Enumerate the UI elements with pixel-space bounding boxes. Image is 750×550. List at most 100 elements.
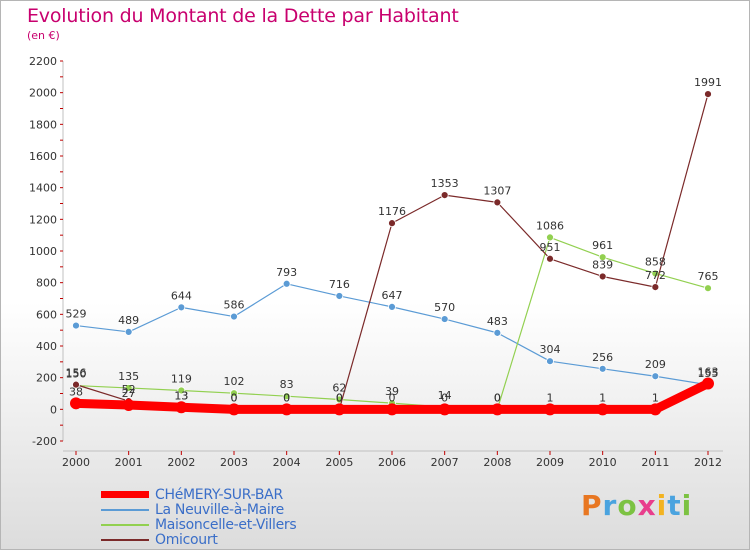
data-label: 62 (332, 382, 346, 395)
data-label: 483 (487, 315, 508, 328)
y-tick-label: 600 (36, 308, 57, 321)
data-label: 0 (231, 391, 238, 404)
data-label: 1991 (694, 76, 722, 89)
legend-label: Omicourt (155, 531, 218, 548)
data-point (282, 392, 291, 401)
data-point (598, 364, 607, 373)
logo-letter: x (637, 489, 657, 522)
data-label: 765 (698, 270, 719, 283)
x-tick-label: 2011 (641, 456, 669, 469)
x-tick-label: 2002 (167, 456, 195, 469)
x-tick-label: 2000 (62, 456, 90, 469)
data-point (388, 219, 396, 228)
data-label: 163 (698, 366, 719, 379)
x-tick-label: 2006 (378, 456, 406, 469)
chart-legend: CHéMERY-SUR-BAR La Neuville-à-Maire Maison… (101, 486, 297, 548)
series-line (75, 93, 709, 410)
data-point (704, 284, 712, 293)
data-point (598, 253, 607, 262)
data-label: 155 (698, 367, 719, 380)
y-tick-label: 400 (36, 340, 57, 353)
data-label: 0 (231, 391, 238, 404)
x-tick-label: 2010 (589, 456, 617, 469)
x-tick-label: 2005 (325, 456, 353, 469)
data-label: 858 (645, 255, 666, 268)
data-point (386, 403, 398, 416)
data-point (282, 279, 291, 288)
x-tick-label: 2008 (483, 456, 511, 469)
data-point (230, 389, 238, 398)
data-label: 570 (434, 301, 455, 314)
y-tick-label: 2000 (29, 87, 57, 100)
data-point (333, 403, 346, 416)
data-label: 0 (283, 391, 290, 404)
data-label: 256 (592, 351, 613, 364)
data-point (598, 272, 607, 281)
legend-label: Maisoncelle-et-Villers (155, 516, 297, 533)
logo-letter: i (681, 489, 693, 522)
data-point (493, 198, 502, 207)
data-point (388, 302, 396, 311)
x-tick-label: 2003 (220, 456, 248, 469)
data-label: 0 (389, 391, 396, 404)
logo-letter: r (602, 489, 618, 522)
data-label: 644 (171, 289, 192, 302)
data-label: 27 (122, 387, 136, 400)
data-label: 1176 (378, 205, 406, 218)
data-label: 83 (280, 378, 294, 391)
x-tick-label: 2009 (536, 456, 564, 469)
data-point (546, 357, 554, 366)
data-label: 772 (645, 269, 666, 282)
legend-item: Maisoncelle-et-Villers (101, 516, 297, 533)
data-point (175, 401, 188, 414)
y-tick-label: 800 (36, 277, 57, 290)
data-label: 38 (69, 385, 83, 398)
y-tick-label: 0 (50, 403, 57, 416)
x-tick-label: 2007 (431, 456, 459, 469)
data-point (124, 328, 133, 336)
data-point (177, 386, 186, 395)
data-point (70, 397, 82, 410)
data-point (122, 399, 135, 412)
x-tick-label: 2004 (273, 456, 301, 469)
data-label: 39 (385, 385, 399, 398)
x-tick-label: 2012 (694, 456, 722, 469)
data-point (440, 315, 449, 323)
chart-subtitle: (en €) (27, 29, 60, 42)
data-label: 0 (494, 391, 501, 404)
data-label: 13 (174, 389, 188, 402)
data-label: 716 (329, 278, 350, 291)
y-tick-label: 200 (36, 372, 57, 385)
data-point (546, 254, 554, 263)
legend-swatch (101, 523, 149, 526)
logo-letter: P (581, 489, 603, 522)
data-label: 489 (118, 314, 139, 327)
data-label: 1 (652, 391, 659, 404)
data-label: 0 (494, 391, 501, 404)
logo-letter: o (617, 489, 638, 522)
legend-swatch (101, 538, 149, 541)
data-label: 0 (336, 391, 343, 404)
proxiti-logo: Proxiti (581, 489, 692, 522)
data-point (230, 312, 238, 321)
data-point (493, 328, 502, 337)
data-point (280, 403, 293, 416)
data-label: 1307 (483, 184, 511, 197)
logo-letter: i (656, 489, 668, 522)
data-point (546, 233, 554, 242)
data-label: 586 (224, 299, 245, 312)
data-label: 1 (599, 391, 606, 404)
data-label: 119 (171, 372, 192, 385)
y-tick-label: 1000 (29, 245, 57, 258)
data-label: 0 (336, 391, 343, 404)
data-label: 1 (547, 391, 554, 404)
legend-label: La Neuville-à-Maire (155, 501, 284, 518)
y-tick-label: 1400 (29, 182, 57, 195)
logo-letter: t (667, 489, 682, 522)
data-label: 209 (645, 358, 666, 371)
data-label: 1086 (536, 219, 564, 232)
legend-label: CHéMERY-SUR-BAR (155, 486, 283, 503)
data-label: 1353 (431, 177, 459, 190)
